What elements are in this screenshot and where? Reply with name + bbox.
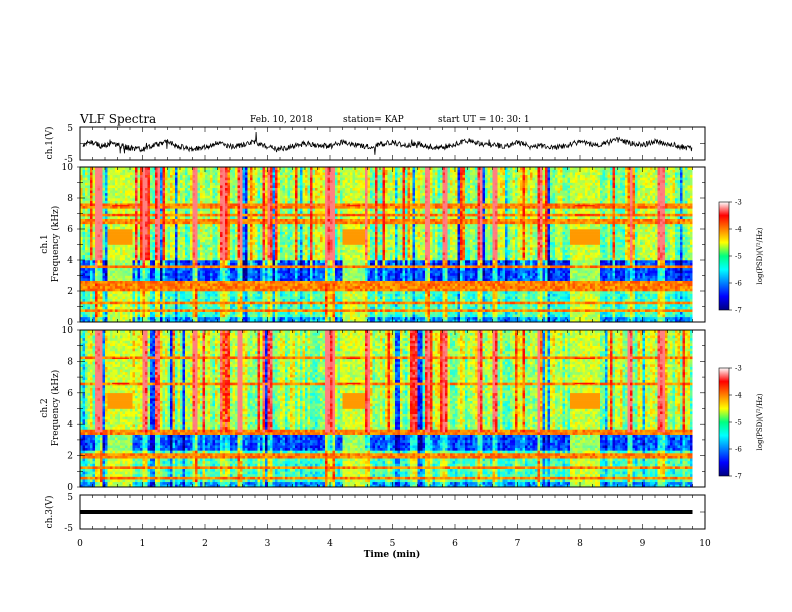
xtick-label: 1 <box>140 539 146 549</box>
colorbar-tick-label: -5 <box>735 253 742 261</box>
colorbar-tick-label: -7 <box>735 307 742 315</box>
ch3-ytick-bottom: -5 <box>64 524 73 534</box>
ch1-waveform-panel: 5 -5 ch.1(V) <box>44 124 706 165</box>
ch2-spec-ylabel-channel: ch.2 <box>40 398 50 417</box>
ch2-colorbar-label: log(PSD)(V²/Hz) <box>756 393 764 450</box>
ch1-ylabel: ch.1(V) <box>44 127 55 160</box>
xtick-label: 8 <box>577 539 583 549</box>
colorbar-tick-label: -5 <box>735 419 742 427</box>
xtick-label: 6 <box>452 539 458 549</box>
ytick-label: 0 <box>67 318 73 328</box>
figure-title: VLF Spectra <box>79 112 156 126</box>
xtick-label: 2 <box>202 539 208 549</box>
colorbar-tick-label: -4 <box>735 392 742 400</box>
ch2-spectrogram-panel: 0 2 4 6 8 10 ch.2 Frequency (kHz) <box>40 326 706 493</box>
colorbar-tick-label: -4 <box>735 226 742 234</box>
xtick-label: 0 <box>77 539 83 549</box>
ch1-ytick-top: 5 <box>67 124 73 134</box>
colorbar-tick-label: -7 <box>735 473 742 481</box>
ytick-label: 8 <box>67 357 73 367</box>
ytick-label: 8 <box>67 194 73 204</box>
xtick-label: 10 <box>699 539 711 549</box>
ytick-label: 0 <box>67 483 73 493</box>
colorbar-tick-label: -3 <box>735 199 742 207</box>
start-time-label: start UT = 10: 30: 1 <box>438 115 530 125</box>
ch2-colorbar: -3 -4 -5 -6 -7 log(PSD)(V²/Hz) <box>718 365 764 481</box>
ytick-label: 4 <box>67 256 73 266</box>
ch3-waveform-panel: 5 -5 ch.3(V) 0 1 2 3 4 5 6 7 8 9 10 Time (min) <box>44 493 711 560</box>
ch1-colorbar: -3 -4 -5 -6 -7 log(PSD)(V²/Hz) <box>718 199 764 315</box>
xtick-label: 5 <box>390 539 396 549</box>
colorbar-tick-label: -6 <box>735 280 742 288</box>
date-label: Feb. 10, 2018 <box>250 115 313 125</box>
ch2-spectrogram-image <box>80 330 705 487</box>
ch1-spec-ylabel-channel: ch.1 <box>40 234 50 253</box>
xtick-label: 3 <box>265 539 271 549</box>
x-axis-label: Time (min) <box>364 549 421 560</box>
ytick-label: 2 <box>67 452 73 462</box>
ytick-label: 4 <box>67 420 73 430</box>
ytick-label: 6 <box>67 389 73 399</box>
ytick-label: 10 <box>62 163 74 173</box>
ytick-label: 10 <box>62 326 74 336</box>
ch3-ylabel: ch.3(V) <box>44 496 55 529</box>
xtick-label: 7 <box>515 539 521 549</box>
xtick-label: 9 <box>640 539 646 549</box>
ch2-spec-ylabel: Frequency (kHz) <box>50 370 61 447</box>
ch1-ytick-bottom: -5 <box>64 155 73 165</box>
ch3-ytick-top: 5 <box>67 493 73 503</box>
ytick-label: 6 <box>67 225 73 235</box>
ch1-spectrogram-panel: 0 2 4 6 8 10 ch.1 Frequency (kHz) <box>40 163 706 328</box>
colorbar-tick-label: -6 <box>735 446 742 454</box>
ch1-colorbar-label: log(PSD)(V²/Hz) <box>756 227 764 284</box>
xtick-label: 4 <box>327 539 333 549</box>
ch1-spec-ylabel: Frequency (kHz) <box>50 206 61 283</box>
station-label: station= KAP <box>343 115 404 125</box>
ch1-spectrogram-image <box>80 167 705 322</box>
ch1-waveform-line <box>82 131 693 155</box>
colorbar-tick-label: -3 <box>735 365 742 373</box>
ytick-label: 2 <box>67 287 73 297</box>
